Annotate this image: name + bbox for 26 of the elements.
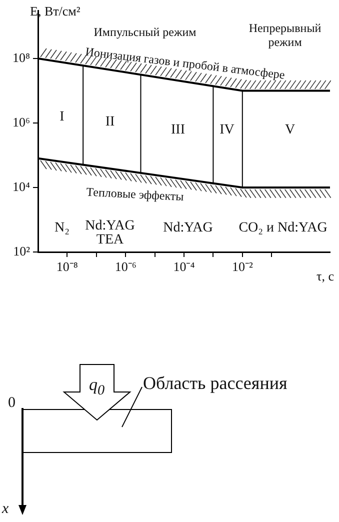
annotation: III <box>171 122 186 138</box>
text: q$_{0}$ <box>89 375 105 398</box>
annotation: Nd:YAG <box>163 220 213 236</box>
annotation: V <box>284 122 296 138</box>
annotation: II <box>105 114 115 130</box>
annotation: Непрерывный режим <box>248 21 322 50</box>
x-tick-label: 10⁻² <box>232 259 253 274</box>
text: 0 <box>8 395 16 411</box>
annotation: CO₂ и Nd:YAG <box>238 220 328 236</box>
annotation: IV <box>220 122 234 138</box>
x-tick-label: 10⁻⁶ <box>114 259 136 274</box>
y-tick-label: 10² <box>13 243 30 258</box>
x-axis-title: τ, с <box>316 268 334 284</box>
y-tick-label: 10⁶ <box>12 114 30 130</box>
annotation: I <box>60 110 65 125</box>
y-tick-label: 10⁸ <box>12 50 30 65</box>
y-axis-title: E, Вт/см² <box>30 3 80 18</box>
x-tick-label: 10⁻⁴ <box>173 259 196 274</box>
annotation: Nd:YAG TEA <box>85 218 135 248</box>
text: Область рассеяния <box>143 373 288 393</box>
annotation: Импульсный режим <box>94 25 197 40</box>
annotation: N₂ <box>54 220 70 236</box>
annotation: Тепловые эффекты <box>86 184 184 204</box>
y-tick-label: 10⁴ <box>12 178 30 194</box>
text: x <box>2 501 9 517</box>
x-tick-label: 10⁻⁸ <box>56 259 78 274</box>
